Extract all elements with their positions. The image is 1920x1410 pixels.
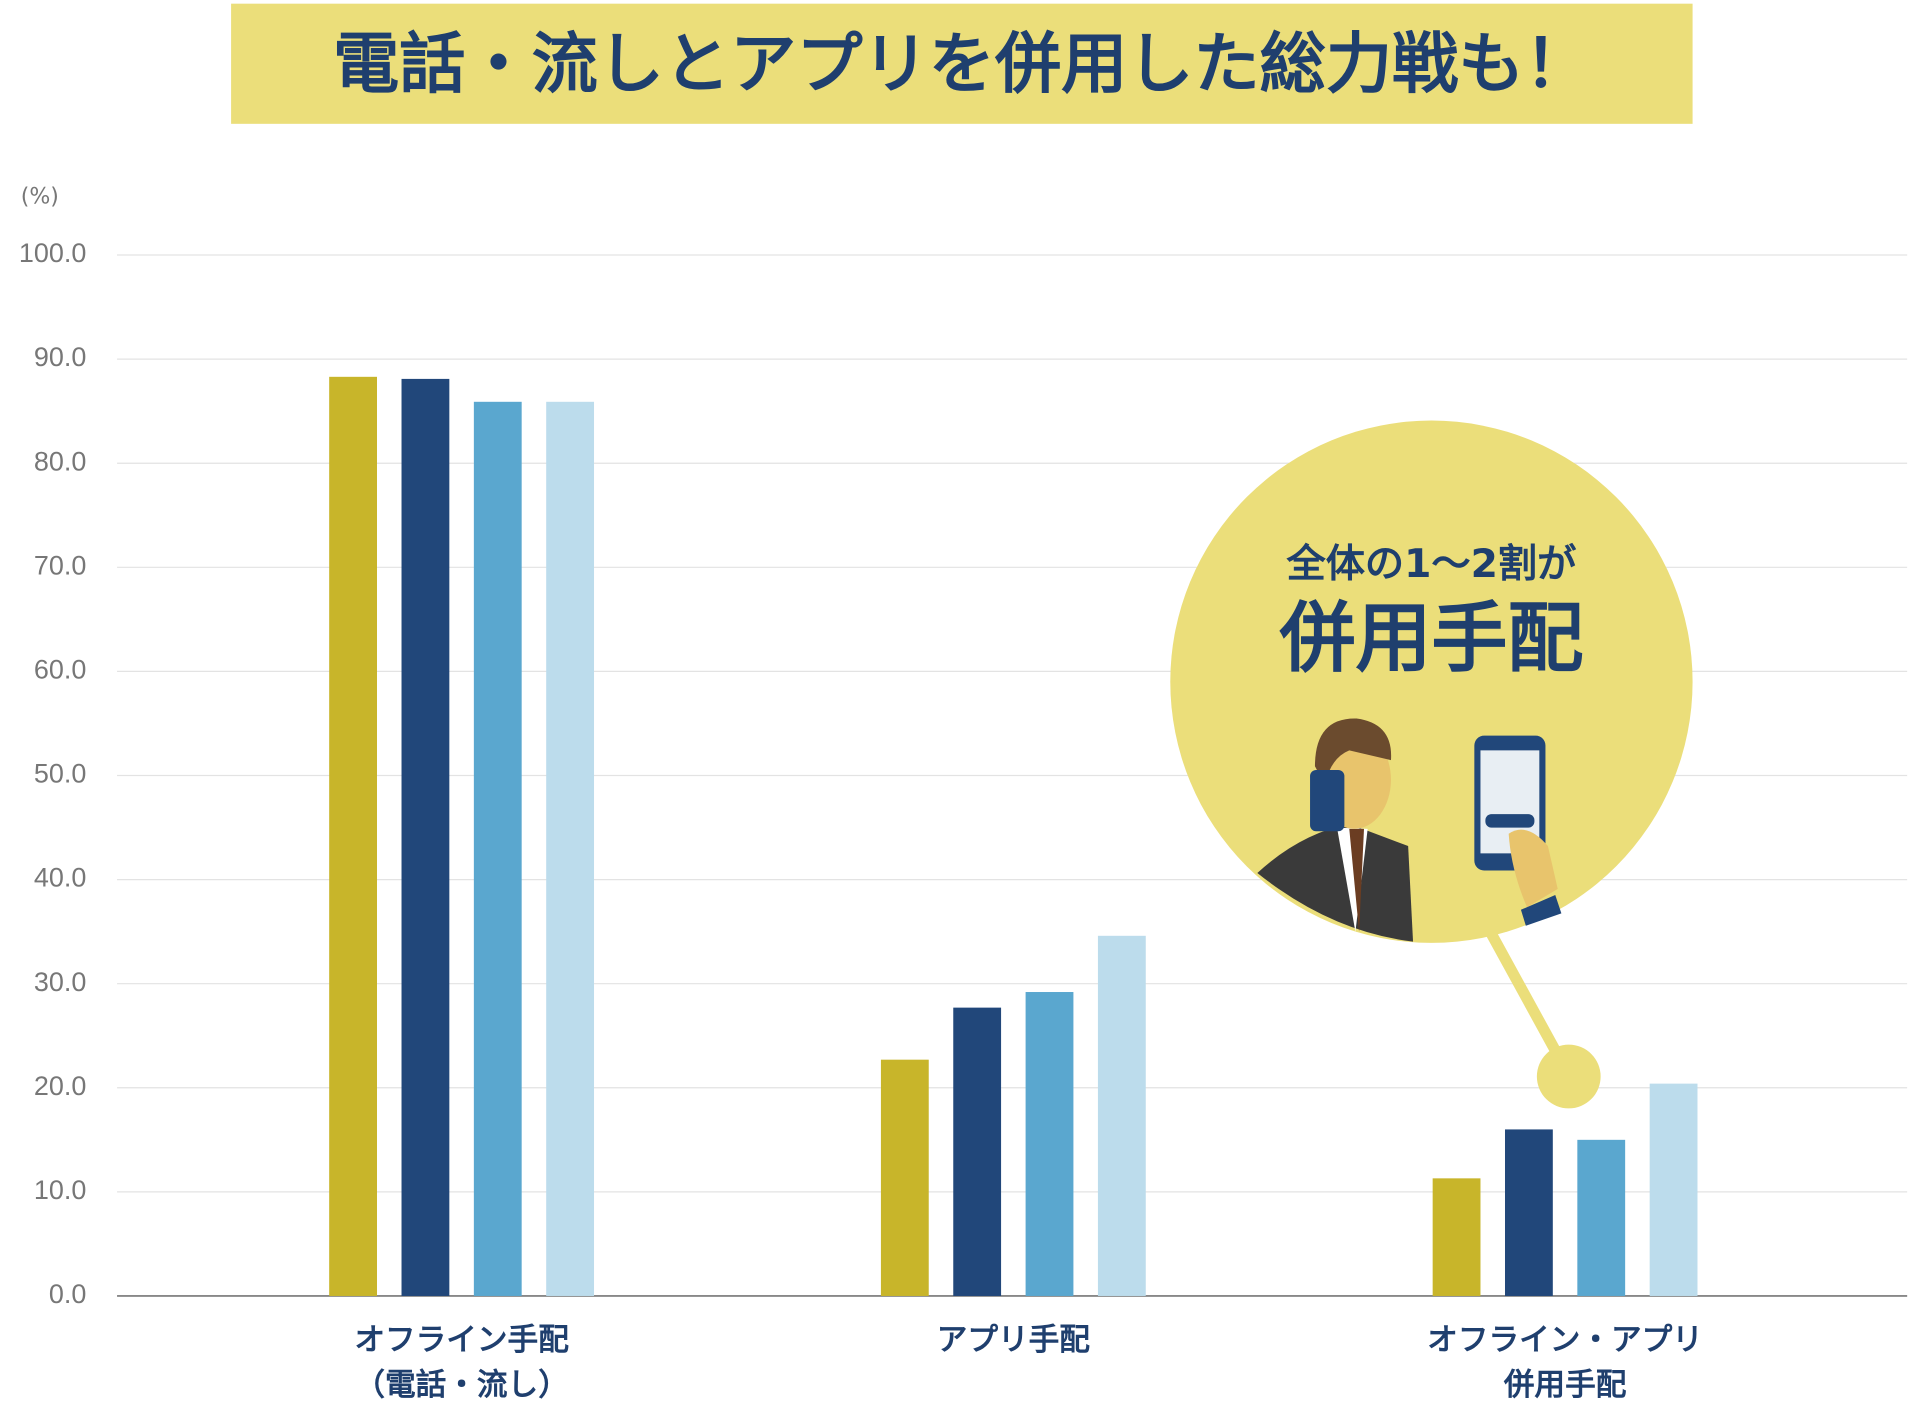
bar — [473, 401, 522, 1296]
bar — [1504, 1129, 1553, 1296]
bar — [1432, 1178, 1481, 1296]
chart-title: 電話・流しとアプリを併用した総力戦も！ — [333, 26, 1591, 103]
x-tick-label: オフライン・アプリ — [1427, 1323, 1703, 1358]
hand — [1508, 829, 1558, 908]
title-banner — [231, 3, 1693, 124]
x-tick-label: 併用手配 — [1503, 1368, 1627, 1403]
app-button — [1485, 814, 1535, 828]
x-tick-label: オフライン手配 — [354, 1323, 569, 1358]
y-tick-label: 80.0 — [34, 446, 87, 476]
bar — [1025, 992, 1074, 1296]
callout: 全体の1〜2割が 併用手配 — [1170, 420, 1693, 1109]
bar — [1097, 935, 1146, 1296]
bar — [546, 401, 595, 1296]
bar — [329, 376, 377, 1296]
y-tick-label: 30.0 — [34, 967, 87, 997]
y-tick-label: 0.0 — [49, 1279, 86, 1309]
callout-text: 併用手配 — [1278, 594, 1583, 683]
y-axis-unit: (%) — [21, 184, 59, 209]
y-tick-label: 40.0 — [34, 863, 87, 893]
tie — [1349, 828, 1364, 932]
person-body — [1257, 823, 1414, 942]
y-tick-label: 100.0 — [19, 238, 87, 268]
phone — [1310, 769, 1345, 832]
bar — [1577, 1139, 1626, 1296]
bar — [401, 378, 450, 1296]
hair — [1314, 718, 1392, 785]
callout-circle — [1170, 420, 1693, 943]
y-tick-label: 10.0 — [34, 1175, 87, 1205]
y-tick-label: 70.0 — [34, 550, 87, 580]
y-tick-label: 50.0 — [34, 759, 87, 789]
callout-dot — [1536, 1044, 1601, 1109]
bar — [953, 1007, 1002, 1296]
callout-text: 全体の1〜2割が — [1285, 541, 1577, 587]
y-tick-label: 20.0 — [34, 1071, 87, 1101]
bar — [1649, 1083, 1698, 1296]
y-tick-label: 60.0 — [34, 655, 87, 685]
sleeve — [1520, 895, 1562, 926]
y-tick-label: 90.0 — [34, 342, 87, 372]
x-tick-label: アプリ手配 — [937, 1323, 1091, 1358]
bar — [880, 1059, 929, 1296]
plot: 0.0 10.0 20.0 30.0 40.0 50.0 60.0 70.0 80.0 90.0 1… — [19, 238, 1908, 1403]
x-tick-label: （電話・流し） — [354, 1367, 568, 1403]
